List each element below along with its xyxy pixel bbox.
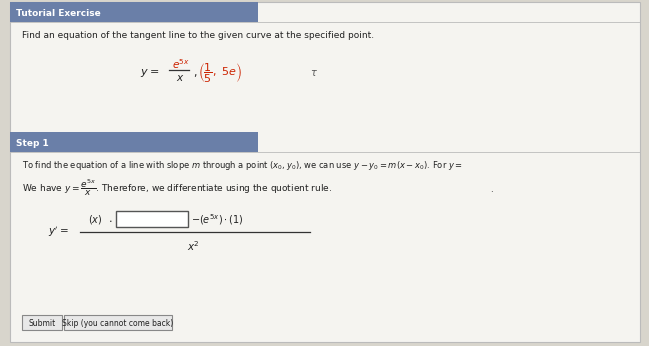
Text: We have $y = \dfrac{e^{5x}}{x}$. Therefore, we differentiate using the quotient : We have $y = \dfrac{e^{5x}}{x}$. Therefo… xyxy=(22,178,332,198)
Bar xyxy=(22,315,62,330)
Text: $y = $: $y = $ xyxy=(140,67,159,79)
Bar xyxy=(10,2,258,22)
Text: $\tau$: $\tau$ xyxy=(310,68,318,78)
Text: $y' =$: $y' =$ xyxy=(48,225,69,239)
Text: Skip (you cannot come back): Skip (you cannot come back) xyxy=(62,319,174,328)
Text: $-\left(e^{5x}\right)\cdot (1)$: $-\left(e^{5x}\right)\cdot (1)$ xyxy=(191,212,244,227)
Text: Step 1: Step 1 xyxy=(16,138,49,147)
Text: To find the equation of a line with slope $m$ through a point $(x_0, y_0)$, we c: To find the equation of a line with slop… xyxy=(22,158,463,172)
Text: Find an equation of the tangent line to the given curve at the specified point.: Find an equation of the tangent line to … xyxy=(22,30,374,39)
Text: $\cdot$: $\cdot$ xyxy=(108,215,112,225)
Text: Submit: Submit xyxy=(29,319,56,328)
Text: $\left(\dfrac{1}{5},\ 5e\right)$: $\left(\dfrac{1}{5},\ 5e\right)$ xyxy=(198,61,242,85)
Text: $x$: $x$ xyxy=(176,73,184,83)
Text: $\cdot$: $\cdot$ xyxy=(490,185,494,194)
Text: Tutorial Exercise: Tutorial Exercise xyxy=(16,9,101,18)
Text: $e^{5x}$: $e^{5x}$ xyxy=(172,57,190,71)
Bar xyxy=(10,132,258,152)
Bar xyxy=(64,315,172,330)
Text: ,: , xyxy=(193,68,197,78)
Bar xyxy=(116,211,188,227)
Text: $x^2$: $x^2$ xyxy=(187,239,200,253)
Text: $(x)$: $(x)$ xyxy=(88,213,103,227)
